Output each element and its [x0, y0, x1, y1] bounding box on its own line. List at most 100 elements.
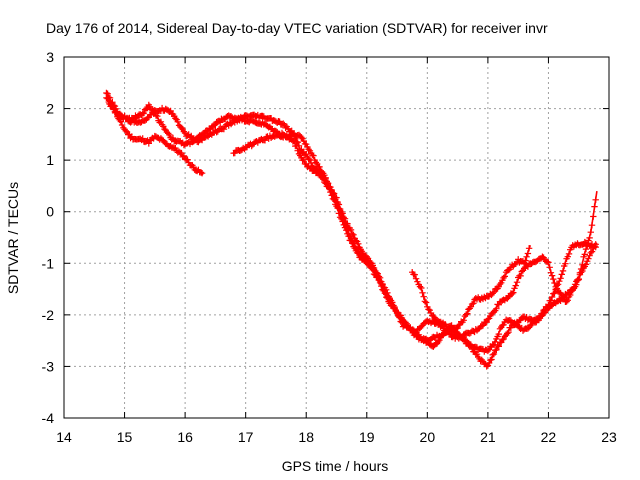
data-point [499, 336, 506, 343]
y-tick-label: 3 [46, 49, 54, 65]
data-point [336, 205, 344, 213]
data-point [554, 281, 562, 288]
data-point [512, 282, 519, 289]
data-point [546, 264, 553, 271]
data-point [582, 245, 590, 253]
data-point [379, 280, 386, 288]
data-point [341, 215, 349, 222]
x-tick-label: 15 [117, 429, 133, 445]
y-axis-label: SDTVAR / TECUs [5, 182, 21, 294]
data-point [305, 146, 312, 153]
series-line [108, 102, 598, 339]
data-point [350, 231, 357, 238]
data-point [152, 112, 160, 119]
data-point [556, 278, 563, 285]
data-point [559, 267, 567, 275]
data-point [490, 350, 498, 358]
data-point [590, 213, 597, 220]
data-point [535, 316, 542, 324]
data-point [479, 322, 487, 329]
x-tick-label: 14 [56, 429, 72, 445]
data-point [381, 286, 389, 294]
y-tick-label: -3 [42, 358, 55, 374]
data-point [488, 356, 495, 363]
data-point [495, 301, 502, 308]
data-point [553, 282, 561, 289]
x-tick-label: 22 [541, 429, 557, 445]
data-point [484, 316, 492, 323]
data-point [592, 243, 599, 251]
data-point [577, 265, 585, 273]
data-point [525, 245, 533, 252]
data-point [375, 273, 383, 280]
data-point [581, 251, 588, 258]
data-point [524, 250, 532, 257]
data-point [419, 289, 426, 296]
data-point [300, 156, 307, 163]
data-point [430, 313, 437, 320]
data-point [324, 179, 332, 187]
data-point [586, 252, 593, 259]
data-point [420, 293, 427, 300]
data-point [567, 291, 574, 299]
data-point [478, 356, 485, 364]
data-point [522, 257, 529, 264]
data-point [579, 261, 586, 268]
series-points [230, 129, 599, 370]
data-point [422, 299, 430, 306]
data-point [500, 274, 507, 282]
data-point [198, 170, 206, 177]
data-point [151, 109, 158, 116]
data-point [548, 293, 556, 301]
data-point [416, 283, 424, 290]
series-points [409, 245, 533, 334]
data-point [298, 134, 305, 141]
data-point [333, 194, 340, 201]
data-point [483, 319, 490, 326]
y-tick-label: 2 [46, 101, 54, 117]
data-point [430, 343, 437, 350]
data-point [414, 278, 421, 285]
data-point [544, 258, 551, 265]
data-point [493, 346, 500, 353]
data-point [483, 363, 490, 370]
data-point [495, 330, 502, 338]
y-tick-label: -1 [42, 255, 55, 271]
data-point [418, 284, 425, 292]
data-point [261, 137, 269, 144]
data-point [374, 270, 381, 277]
data-point [140, 109, 148, 117]
data-point [574, 276, 581, 283]
data-point [294, 147, 301, 154]
data-point [490, 288, 498, 296]
data-point [493, 305, 500, 312]
data-point [564, 297, 571, 304]
data-point [157, 118, 165, 125]
data-point [227, 120, 235, 128]
data-point [355, 240, 362, 247]
data-point [118, 121, 126, 129]
data-point [501, 273, 508, 280]
data-point [421, 298, 429, 305]
data-point [197, 169, 205, 176]
data-point [587, 249, 594, 256]
x-tick-label: 17 [238, 429, 254, 445]
data-point [363, 253, 370, 261]
data-point [564, 253, 571, 260]
data-points [103, 89, 599, 370]
data-point [587, 229, 594, 236]
data-point [290, 137, 298, 145]
x-tick-label: 19 [359, 429, 375, 445]
data-point [548, 272, 556, 279]
data-point [545, 301, 552, 309]
data-point [106, 94, 114, 102]
data-point [550, 275, 557, 283]
data-point [547, 269, 555, 276]
data-point [492, 338, 499, 346]
data-point [220, 125, 228, 133]
data-point [312, 159, 320, 166]
data-point [462, 311, 470, 318]
data-point [524, 263, 532, 270]
data-point [575, 275, 582, 283]
data-point [517, 272, 524, 280]
